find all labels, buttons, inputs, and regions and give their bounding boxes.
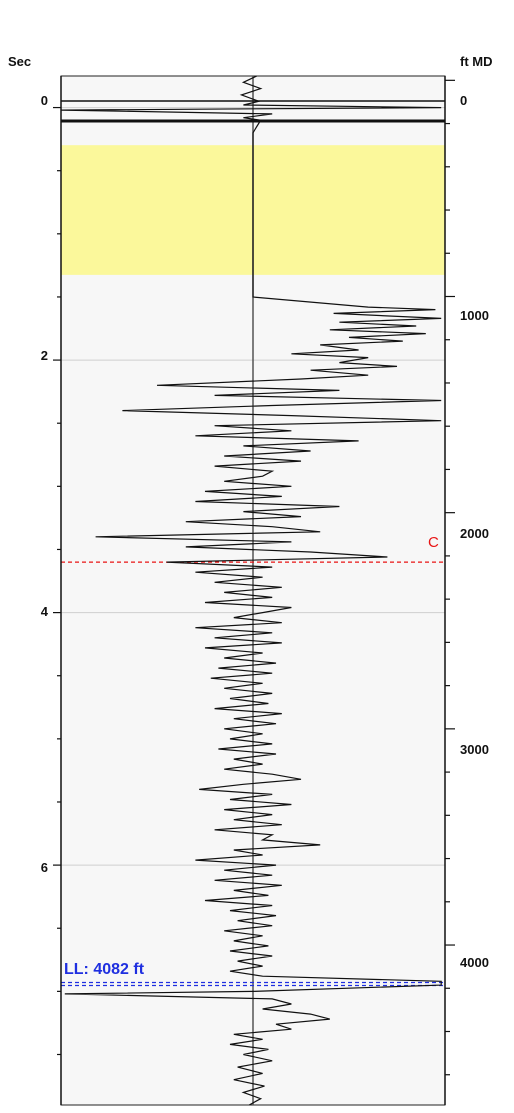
left-axis-ticks — [53, 106, 61, 1056]
right-axis-title: ft MD — [460, 54, 493, 69]
marker-label-c: C — [428, 534, 439, 551]
left-tick-label: 2 — [41, 348, 48, 363]
marker-lines — [61, 561, 445, 987]
right-tick-label: 1000 — [460, 308, 489, 323]
right-tick-label: 0 — [460, 93, 467, 108]
left-tick-label: 0 — [41, 93, 48, 108]
left-axis-title: Sec — [8, 54, 31, 69]
log-trace — [60, 75, 442, 1106]
left-tick-label: 4 — [41, 604, 49, 619]
right-tick-label: 4000 — [460, 955, 489, 970]
right-tick-label: 2000 — [460, 526, 489, 541]
left-tick-label: 6 — [41, 860, 48, 875]
right-tick-label: 3000 — [460, 742, 489, 757]
right-axis-ticks — [445, 79, 455, 1076]
marker-label-ll: LL: 4082 ft — [64, 961, 145, 978]
